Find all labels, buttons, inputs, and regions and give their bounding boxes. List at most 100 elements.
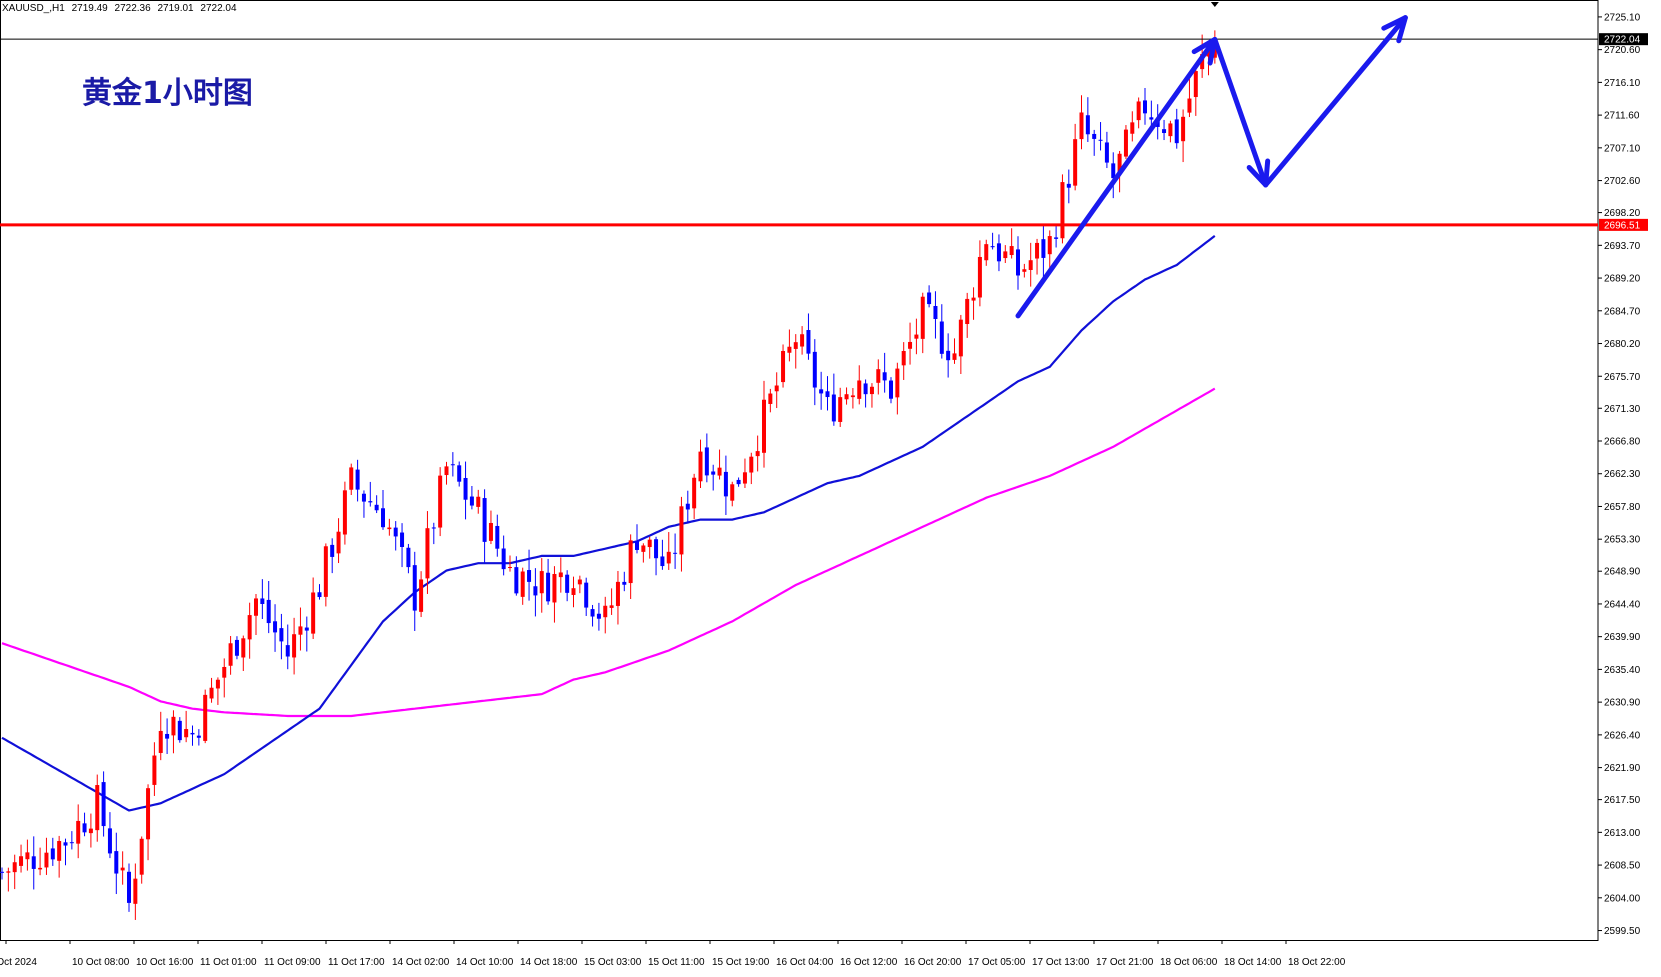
candle-body <box>190 732 195 735</box>
candle-body <box>736 479 741 485</box>
candle-body <box>431 527 436 529</box>
y-tick-label: 2644.40 <box>1604 599 1641 610</box>
candle-bullish <box>209 677 214 703</box>
candle-bearish <box>927 285 932 308</box>
candle-bullish <box>184 710 189 743</box>
candle-bearish <box>31 836 36 890</box>
forecast-arrow-shaft <box>1263 15 1408 188</box>
candle-bearish <box>1162 119 1167 141</box>
candle-bearish <box>260 579 265 620</box>
candle-body <box>692 477 697 509</box>
candle-body <box>38 867 43 870</box>
y-tick-label: 2604.00 <box>1604 893 1641 904</box>
candle-body <box>857 380 862 399</box>
candle-bearish <box>82 812 87 837</box>
candle-bearish <box>114 832 119 895</box>
resistance-price-tag: 2696.51 <box>1604 220 1641 231</box>
ma-slow-line <box>1 387 1216 718</box>
y-tick-label: 2725.10 <box>1604 12 1641 23</box>
candle-bullish <box>425 511 430 594</box>
candle-body <box>50 848 55 860</box>
candle-bearish <box>584 577 589 616</box>
x-tick-label: 15 Oct 11:00 <box>648 957 705 968</box>
candle-bearish <box>285 624 290 670</box>
candle-body <box>355 469 360 490</box>
candle-bullish <box>133 863 138 920</box>
candle-bearish <box>374 495 379 514</box>
y-tick-label: 2621.90 <box>1604 763 1641 774</box>
candle-bearish <box>361 490 366 518</box>
candle-body <box>933 305 938 319</box>
candle-body <box>577 579 582 585</box>
candle-bearish <box>1104 131 1109 169</box>
candle-bullish <box>647 536 652 559</box>
y-tick-label: 2662.30 <box>1604 469 1641 480</box>
candle-bearish <box>990 232 995 250</box>
candle-body <box>584 582 589 608</box>
candle-body <box>831 394 836 422</box>
candle-body <box>12 862 17 873</box>
candle-body <box>838 397 843 422</box>
candle-body <box>971 297 976 301</box>
candle-bearish <box>1041 224 1046 279</box>
candle-bearish <box>514 556 519 596</box>
candle-bearish <box>685 490 690 523</box>
candle-body <box>762 399 766 453</box>
candle-body <box>457 465 462 482</box>
candle-bearish <box>317 584 322 600</box>
x-tick-label: 17 Oct 05:00 <box>968 957 1026 968</box>
candle-bearish <box>654 536 659 576</box>
y-tick-label: 2716.10 <box>1604 78 1641 89</box>
candle-bullish <box>171 710 176 754</box>
candle-bearish <box>273 604 278 652</box>
candle-bearish <box>1098 122 1103 151</box>
candle-bullish <box>844 387 849 405</box>
candle-bearish <box>469 486 474 510</box>
candle-body <box>793 342 798 349</box>
candle-body <box>660 556 665 567</box>
candle-bullish <box>1123 125 1128 160</box>
candle-bullish <box>914 318 919 355</box>
candle-body <box>1066 183 1071 188</box>
candle-body <box>946 350 951 361</box>
candle-bullish <box>901 342 906 380</box>
candle-body <box>717 467 722 476</box>
candle-bearish <box>723 455 728 515</box>
candle-body <box>666 551 671 564</box>
y-tick-label: 2689.20 <box>1604 274 1641 285</box>
candle-bearish <box>107 812 112 859</box>
candle-body <box>311 592 316 634</box>
candle-body <box>533 586 538 596</box>
y-tick-label: 2698.20 <box>1604 208 1641 219</box>
candle-body <box>596 613 601 619</box>
candle-body <box>647 539 652 548</box>
candle-bullish <box>984 239 989 266</box>
candle-body <box>1085 115 1090 135</box>
candle-bullish <box>1193 67 1198 116</box>
candle-body <box>654 539 659 559</box>
candle-body <box>844 394 849 400</box>
candle-body <box>184 729 189 738</box>
candle-bullish <box>755 435 760 472</box>
candle-bullish <box>749 452 754 485</box>
candle-body <box>1174 119 1179 144</box>
candle-bearish <box>831 373 836 426</box>
candle-body <box>393 527 398 537</box>
candle-body <box>920 296 925 339</box>
y-tick-label: 2720.60 <box>1604 45 1641 56</box>
candle-body <box>279 628 284 642</box>
candle-bearish <box>1092 129 1097 156</box>
candle-body <box>628 540 633 584</box>
candle-bullish <box>120 851 125 885</box>
candle-body <box>82 823 87 833</box>
candle-bearish <box>819 371 824 410</box>
candle-body <box>133 878 138 904</box>
candle-bearish <box>177 717 182 743</box>
candle-body <box>114 851 119 874</box>
candle-bearish <box>234 636 239 660</box>
candle-bearish <box>63 838 68 866</box>
candle-body <box>711 471 716 475</box>
y-tick-label: 2702.60 <box>1604 176 1641 187</box>
candle-body <box>558 572 563 578</box>
